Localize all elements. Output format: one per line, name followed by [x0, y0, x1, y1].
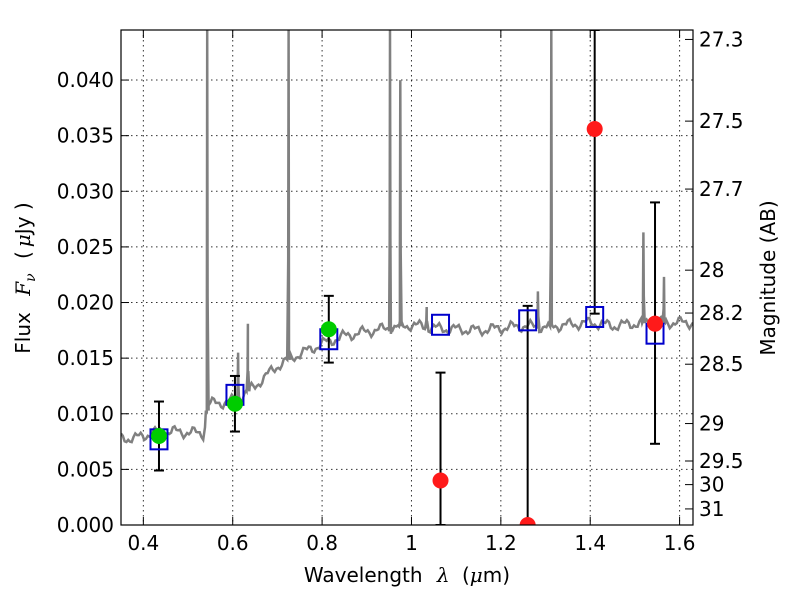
x-tick-label: 0.6	[217, 531, 249, 555]
spectrum-line	[121, 30, 693, 444]
red-point	[519, 517, 536, 525]
red-point	[647, 315, 664, 332]
right-tick-label: 30	[699, 473, 724, 497]
right-tick-label: 31	[699, 497, 724, 521]
model-box	[431, 313, 451, 336]
y-tick-label: 0.015	[57, 346, 114, 370]
y-tick-label: 0.010	[57, 402, 114, 426]
right-tick-label: 28.5	[699, 352, 744, 376]
right-tick-label: 28	[699, 258, 724, 282]
x-tick-label: 1	[405, 531, 418, 555]
y-tick-label: 0.030	[57, 179, 114, 203]
green-point	[150, 428, 167, 445]
right-tick-label: 27.5	[699, 109, 744, 133]
y-tick-label: 0.005	[57, 457, 114, 481]
grid-lines	[121, 30, 693, 526]
right-axis-title: Magnitude (AB)	[756, 200, 780, 355]
right-tick-label: 27.3	[699, 27, 744, 51]
right-tick-label: 29	[699, 412, 724, 436]
y-axis-title: Flux Fν (μJy )	[11, 202, 40, 353]
y-tick-label: 0.035	[57, 124, 114, 148]
x-tick-label: 1.6	[664, 531, 696, 555]
y-tick-label: 0.000	[57, 513, 114, 537]
green-point	[320, 321, 337, 338]
y-tick-label: 0.040	[57, 68, 114, 92]
red-point	[432, 472, 449, 489]
x-tick-label: 1.4	[574, 531, 606, 555]
model-box	[585, 305, 605, 328]
errorbars	[153, 30, 661, 525]
model-box	[518, 309, 538, 332]
right-tick-label: 28.2	[699, 301, 744, 325]
green-point	[226, 395, 243, 412]
plot-frame	[120, 29, 694, 526]
x-axis-ticks: 0.4 0.6 0.8 1 1.2 1.4 1.6	[127, 30, 696, 555]
y-tick-label: 0.020	[57, 291, 114, 315]
x-tick-label: 1.2	[485, 531, 517, 555]
right-tick-label: 29.5	[699, 449, 744, 473]
x-axis-title: Wavelength λ (μm)	[304, 563, 510, 587]
red-point	[586, 121, 603, 137]
y-axis-ticks: 0.000 0.005 0.010 0.015 0.020 0.025 0.030 0.035…	[57, 68, 129, 537]
x-tick-label: 0.8	[306, 531, 338, 555]
x-tick-label: 0.4	[127, 531, 159, 555]
y-tick-label: 0.025	[57, 235, 114, 259]
right-tick-label: 27.7	[699, 177, 744, 201]
photometry-points	[150, 121, 664, 525]
